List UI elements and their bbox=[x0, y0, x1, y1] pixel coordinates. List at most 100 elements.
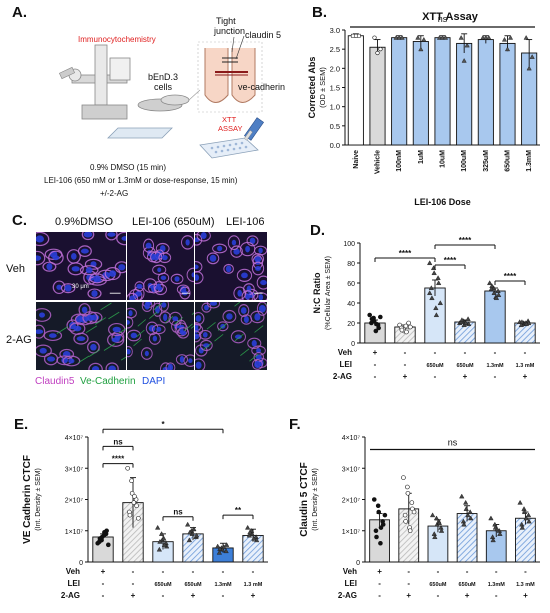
data-point bbox=[491, 290, 497, 295]
data-point bbox=[156, 546, 163, 552]
protocol-line-3: +/-2-AG bbox=[100, 189, 128, 198]
data-point bbox=[216, 549, 223, 555]
data-point bbox=[461, 521, 467, 527]
data-point bbox=[376, 325, 381, 331]
data-point bbox=[468, 515, 474, 521]
data-point bbox=[435, 280, 442, 285]
column-label-lei: LEI-106 bbox=[226, 216, 265, 228]
category-label: 100nM bbox=[396, 150, 403, 172]
micrograph-image bbox=[194, 301, 268, 371]
data-point bbox=[493, 295, 500, 300]
data-point bbox=[486, 35, 492, 40]
data-point bbox=[378, 47, 383, 52]
data-point bbox=[519, 319, 525, 324]
data-point bbox=[185, 521, 191, 527]
condition-row-label: Veh bbox=[338, 348, 352, 357]
data-point bbox=[404, 329, 409, 335]
cells-icon bbox=[137, 94, 190, 112]
panel-f-label: F. bbox=[289, 416, 301, 433]
data-point bbox=[350, 33, 355, 38]
claudin-label: claudin 5 bbox=[245, 30, 281, 40]
condition-2ag: - bbox=[162, 591, 165, 600]
condition-2ag: + bbox=[406, 591, 411, 600]
data-point bbox=[374, 534, 379, 540]
condition-veh: - bbox=[494, 348, 497, 357]
micrograph-image bbox=[35, 301, 127, 371]
data-point bbox=[374, 321, 379, 327]
data-point bbox=[372, 35, 377, 40]
condition-veh: - bbox=[192, 567, 195, 576]
data-point bbox=[245, 524, 251, 530]
y-axis-sublabel: (Int. Density ± SEM) bbox=[35, 468, 42, 531]
data-point bbox=[467, 509, 473, 514]
data-point bbox=[134, 503, 139, 509]
scale-bar-label: 30 μm bbox=[72, 284, 89, 290]
data-point bbox=[396, 35, 402, 40]
condition-veh: - bbox=[524, 567, 527, 576]
y-tick-label: 100 bbox=[343, 241, 355, 248]
condition-lei: 650uM bbox=[184, 582, 202, 588]
legend-claudin: Claudin5 bbox=[35, 376, 75, 387]
x-axis-label: LEI-106 Dose bbox=[414, 197, 471, 207]
y-tick-label: 1×10⁷ bbox=[65, 529, 84, 536]
y-axis-label: N:C Ratio bbox=[312, 272, 322, 313]
condition-2ag: - bbox=[378, 591, 381, 600]
data-point bbox=[161, 542, 168, 547]
data-point bbox=[187, 529, 193, 535]
y-tick-label: 0.0 bbox=[330, 141, 340, 150]
data-point bbox=[215, 543, 221, 549]
data-point bbox=[436, 520, 442, 525]
significance-label: **** bbox=[112, 455, 125, 464]
data-point bbox=[459, 317, 465, 322]
ve-cadherin-chart: 0 1×10⁷ 2×10⁷ 3×10⁷ 4×10⁷ VE Cadherin CTCF (In… bbox=[22, 420, 268, 600]
microscope-icon bbox=[58, 44, 131, 120]
data-point bbox=[102, 530, 107, 535]
column-label-lei-650: LEI-106 (650uM) bbox=[132, 216, 215, 228]
panel-b-label: B. bbox=[312, 4, 327, 21]
data-point bbox=[399, 327, 405, 333]
data-point bbox=[403, 519, 408, 524]
data-point bbox=[480, 35, 486, 40]
nc-ratio-chart: 0 20 40 60 80 100 N:C Ratio (%Cellular Area ± S… bbox=[312, 236, 540, 381]
data-point bbox=[459, 493, 465, 499]
data-point bbox=[517, 499, 523, 505]
condition-lei: 650uM bbox=[429, 582, 447, 588]
panel-c-label: C. bbox=[12, 212, 27, 229]
data-point bbox=[405, 484, 410, 490]
data-point bbox=[411, 509, 417, 515]
micrograph-image bbox=[126, 301, 195, 371]
data-point bbox=[369, 320, 374, 326]
panel-b: B. XTT Assay 0.0 0.5 1.0 1.5 2.0 2.5 3.0 Correct… bbox=[300, 0, 550, 215]
data-point bbox=[373, 528, 379, 534]
data-point bbox=[415, 35, 421, 40]
bar bbox=[434, 37, 451, 146]
legend-dapi: DAPI bbox=[142, 376, 166, 387]
y-tick-label: 60 bbox=[347, 281, 355, 288]
data-point bbox=[488, 286, 495, 291]
data-point bbox=[463, 320, 469, 325]
significance-label: **** bbox=[504, 272, 517, 281]
data-point bbox=[186, 537, 193, 543]
data-point bbox=[519, 524, 525, 530]
y-tick-label: 2.0 bbox=[330, 64, 340, 73]
y-axis-label: Claudin 5 CTCF bbox=[299, 462, 310, 536]
bar bbox=[477, 39, 494, 146]
data-point bbox=[526, 518, 532, 524]
bar bbox=[499, 42, 516, 146]
data-point bbox=[376, 509, 382, 515]
culture-slide-icon bbox=[107, 127, 173, 139]
data-point bbox=[429, 295, 435, 300]
category-label: 325uM bbox=[483, 150, 490, 172]
condition-veh: - bbox=[495, 567, 498, 576]
data-point bbox=[367, 312, 372, 318]
y-tick-label: 3×10⁷ bbox=[65, 466, 84, 473]
data-point bbox=[488, 515, 494, 521]
condition-lei: 1.3mM bbox=[488, 582, 506, 588]
data-point bbox=[529, 54, 535, 59]
legend-vecad: Ve-Cadherin bbox=[80, 376, 136, 387]
xtt-label-1: XTT bbox=[222, 115, 237, 124]
condition-veh: - bbox=[434, 348, 437, 357]
protocol-line-2: LEI-106 (650 mM or 1.3mM or dose-respons… bbox=[44, 176, 238, 185]
xtt-assay-chart: XTT Assay 0.0 0.5 1.0 1.5 2.0 2.5 3.0 Corrected … bbox=[307, 11, 540, 207]
y-tick-label: 1.0 bbox=[330, 103, 340, 112]
